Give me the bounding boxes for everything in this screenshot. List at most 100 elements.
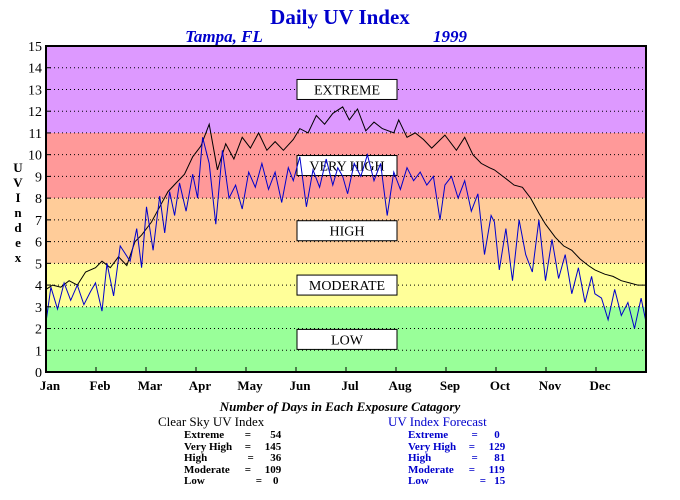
- forecast-label: High: [408, 452, 432, 464]
- clear-sky-equals: =: [242, 463, 252, 476]
- forecast-equals: =: [466, 452, 481, 464]
- x-tick-label: Oct: [490, 378, 511, 393]
- x-tick-label: Feb: [90, 378, 111, 393]
- y-tick-label: 9: [35, 170, 42, 185]
- y-label-letter: V: [13, 175, 23, 190]
- clear-sky-value: 145: [264, 440, 282, 453]
- forecast-table: Extreme = 0 Very High = 129 High = 81 Modera…: [408, 429, 506, 488]
- clear-sky-label: Low: [184, 475, 205, 487]
- forecast-label: Low: [408, 475, 429, 487]
- forecast-row: Extreme = 0: [408, 429, 505, 442]
- band-label: LOW: [331, 333, 364, 348]
- forecast-row: High = 81: [408, 452, 506, 465]
- location-label: Tampa, FL: [185, 27, 263, 46]
- series-line-0: [45, 106, 646, 290]
- y-label-letter: e: [15, 235, 21, 250]
- clear-sky-value: 109: [264, 463, 282, 476]
- clear-sky-header: Clear Sky UV Index: [158, 414, 265, 429]
- y-tick-label: 8: [35, 192, 42, 207]
- y-tick-label: 5: [35, 257, 42, 272]
- y-tick-label: 15: [28, 40, 42, 55]
- clear-sky-equals: =: [242, 429, 254, 441]
- band-label-box: [296, 220, 398, 242]
- y-tick-label: 14: [28, 62, 42, 77]
- y-tick-label: 1: [35, 344, 42, 359]
- clear-sky-table: Extreme = 54 Very High = 145 High = 36 Moder…: [184, 429, 282, 488]
- y-tick-label: 2: [35, 323, 42, 338]
- year-label: 1999: [433, 27, 468, 46]
- y-label-letter: d: [14, 220, 22, 235]
- y-label-letter: x: [15, 250, 22, 265]
- y-tick-label: 13: [28, 83, 42, 98]
- x-tick-label: Apr: [189, 378, 212, 393]
- clear-sky-label: Moderate: [184, 463, 230, 476]
- uv-chart: Daily UV Index Tampa, FL 1999 LOW MODERAT…: [13, 5, 647, 393]
- forecast-row: Moderate = 119: [408, 463, 505, 477]
- forecast-row: Very High = 129: [408, 440, 506, 454]
- clear-sky-row: High = 36: [184, 452, 282, 465]
- band-label: EXTREME: [314, 83, 380, 98]
- y-tick-label: 4: [35, 279, 42, 294]
- forecast-value: 15: [488, 475, 506, 487]
- forecast-equals: =: [466, 429, 484, 441]
- forecast-label: Extreme: [408, 429, 449, 441]
- x-tick-label: Jun: [290, 378, 312, 393]
- band-labels: LOW MODERATE HIGH VERY HIGH EXTREME: [296, 78, 398, 350]
- forecast-row: Low = 15: [408, 475, 506, 488]
- band-label-box: [296, 274, 398, 296]
- band-label: VERY HIGH: [309, 160, 384, 175]
- band-label-box: [296, 328, 398, 350]
- clear-sky-label: High: [184, 452, 208, 464]
- clear-sky-label: Extreme: [184, 429, 225, 441]
- y-label-letter: I: [15, 190, 20, 205]
- clear-sky-row: Very High = 145: [184, 440, 282, 454]
- forecast-value: 81: [488, 452, 506, 464]
- stats-title: Number of Days in Each Exposure Catagory: [219, 399, 461, 414]
- x-tick-label: May: [237, 378, 263, 393]
- clear-sky-equals: =: [242, 475, 265, 487]
- y-tick-label: 7: [35, 214, 42, 229]
- y-tick-label: 3: [35, 301, 42, 316]
- clear-sky-row: Moderate = 109: [184, 463, 282, 477]
- forecast-stats: UV Index Forecast Extreme = 0 Very High =…: [388, 414, 505, 488]
- y-tick-label: 10: [28, 149, 42, 164]
- x-tick-label: Dec: [590, 378, 611, 393]
- x-tick-label: Jul: [341, 378, 359, 393]
- x-tick-label: Nov: [539, 378, 562, 393]
- band-label: MODERATE: [309, 279, 385, 294]
- series-line-1: [45, 137, 647, 329]
- y-tick-label: 12: [28, 105, 42, 120]
- forecast-label: Very High: [408, 440, 457, 453]
- clear-sky-value: 36: [264, 452, 282, 464]
- x-axis: Jan Feb Mar Apr May Jun Jul Aug Sep Oct Nov Dec: [40, 367, 611, 393]
- forecast-label: Moderate: [408, 463, 454, 476]
- gridlines: [46, 67, 646, 351]
- forecast-header: UV Index Forecast: [388, 414, 487, 429]
- forecast-value: 0: [488, 429, 500, 441]
- y-tick-label: 11: [29, 127, 42, 142]
- series-lines: [45, 106, 647, 329]
- chart-title: Daily UV Index: [270, 5, 410, 29]
- y-label-letter: n: [14, 205, 22, 220]
- clear-sky-row: Low = 0: [184, 475, 281, 488]
- forecast-value: 129: [488, 440, 506, 453]
- band-label-box: [296, 78, 398, 100]
- x-tick-label: Mar: [138, 378, 163, 393]
- band-label: HIGH: [330, 225, 365, 240]
- x-tick-label: Jan: [40, 378, 61, 393]
- clear-sky-value: 54: [264, 429, 282, 441]
- clear-sky-equals: =: [242, 440, 252, 453]
- x-tick-label: Sep: [440, 378, 460, 393]
- forecast-equals: =: [466, 440, 476, 453]
- forecast-value: 119: [488, 463, 505, 476]
- x-tick-label: Aug: [388, 378, 412, 393]
- forecast-equals: =: [466, 475, 489, 487]
- clear-sky-stats: Clear Sky UV Index Extreme = 54 Very High…: [158, 414, 281, 488]
- clear-sky-label: Very High: [184, 440, 233, 453]
- clear-sky-equals: =: [242, 452, 257, 464]
- y-label-letter: U: [13, 160, 23, 175]
- clear-sky-value: 0: [264, 475, 279, 487]
- y-tick-label: 0: [35, 366, 42, 381]
